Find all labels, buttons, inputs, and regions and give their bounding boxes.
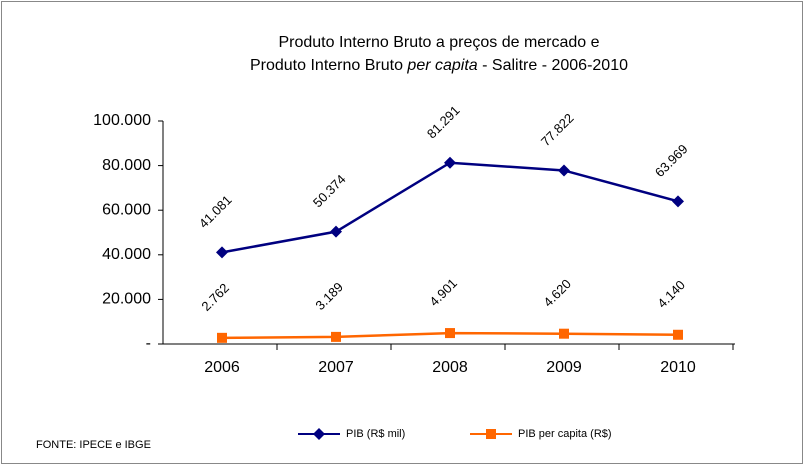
marker <box>672 195 684 208</box>
marker <box>559 328 569 339</box>
y-tick-label: 20.000 <box>102 291 151 308</box>
marker <box>558 164 570 177</box>
y-tick-label: - <box>146 335 151 352</box>
x-tick-label: 2009 <box>546 359 582 376</box>
title-part: Produto Interno Bruto <box>250 57 407 74</box>
y-tick-label: 100.000 <box>93 112 151 129</box>
marker <box>330 225 342 238</box>
x-tick-label: 2007 <box>318 359 354 376</box>
marker <box>486 429 496 439</box>
chart-subtitle: Produto Interno Bruto per capita - Salit… <box>250 57 628 74</box>
y-tick-label: 40.000 <box>102 246 151 263</box>
y-tick-label: 60.000 <box>102 201 151 218</box>
marker <box>313 428 325 440</box>
marker <box>445 328 455 339</box>
chart-title: Produto Interno Bruto a preços de mercad… <box>278 34 599 51</box>
title-part: per capita <box>406 57 477 74</box>
x-tick-label: 2010 <box>660 359 696 376</box>
source-note: FONTE: IPECE e IBGE <box>36 439 151 451</box>
x-tick-label: 2008 <box>432 359 468 376</box>
legend-label: PIB per capita (R$) <box>518 428 612 440</box>
x-tick-label: 2006 <box>204 359 240 376</box>
y-tick-label: 80.000 <box>102 157 151 174</box>
marker <box>216 246 228 259</box>
title-part: - Salitre - 2006-2010 <box>478 57 628 74</box>
marker <box>217 332 227 343</box>
marker <box>331 331 341 342</box>
marker <box>444 156 456 169</box>
legend-label: PIB (R$ mil) <box>346 428 405 440</box>
marker <box>673 329 683 340</box>
